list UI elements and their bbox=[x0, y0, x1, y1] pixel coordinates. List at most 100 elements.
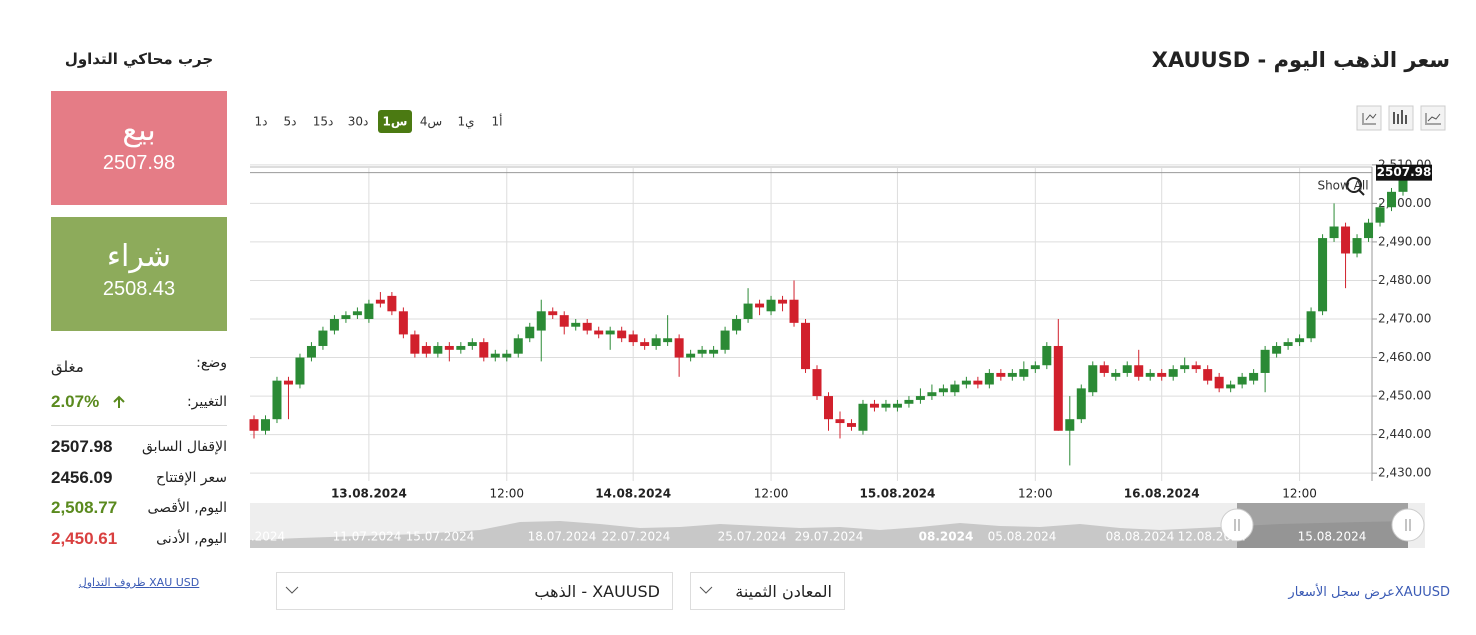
interval-button[interactable]: 5د bbox=[284, 115, 297, 129]
change-label: التغيير: bbox=[186, 394, 227, 410]
icon bbox=[1234, 519, 1411, 531]
chart-type-button[interactable] bbox=[1356, 105, 1382, 131]
navigator-handle[interactable] bbox=[1391, 508, 1425, 542]
y-tick-label: 2,440.00 bbox=[1378, 427, 1431, 441]
navigator-label: 08.08.2024 bbox=[1106, 530, 1175, 544]
chevron bbox=[285, 586, 299, 594]
candle-body bbox=[1099, 365, 1109, 373]
navigator-label: 22.07.2024 bbox=[602, 530, 671, 544]
up-arrow bbox=[113, 395, 125, 408]
interval-selected[interactable] bbox=[378, 110, 412, 133]
candle-body bbox=[950, 384, 960, 393]
y-tick-label: 2,480.00 bbox=[1378, 273, 1431, 287]
instrument-select[interactable]: XAUUSD - الذهب bbox=[276, 572, 673, 610]
status-label: وضع: bbox=[196, 355, 227, 371]
sell-button[interactable]: بيع 2507.98 bbox=[51, 91, 227, 205]
icon bbox=[1393, 110, 1407, 124]
candle-body bbox=[479, 342, 489, 358]
zoom-icon[interactable] bbox=[1346, 177, 1362, 193]
candle-body bbox=[651, 338, 661, 346]
candle-body bbox=[1019, 369, 1029, 377]
candle-body bbox=[1007, 372, 1017, 377]
candle-body bbox=[272, 380, 282, 420]
candle-body bbox=[352, 311, 362, 316]
last-price-label: 2507.98 bbox=[1377, 165, 1432, 179]
candle-body bbox=[1387, 191, 1397, 208]
instrument-text: XAUUSD - الذهب bbox=[534, 582, 660, 601]
navigator-label: 12.08.2024 bbox=[1178, 530, 1247, 544]
candle-body bbox=[490, 353, 500, 358]
interval-button[interactable]: 1أ bbox=[492, 114, 503, 129]
y-tick-label: 2,500.00 bbox=[1378, 196, 1431, 210]
stat-value: 2,508.77 bbox=[51, 498, 118, 517]
interval-button[interactable]: 1س bbox=[383, 115, 408, 129]
stat-label: الإقفال السابق bbox=[141, 439, 227, 455]
icon bbox=[1362, 113, 1377, 125]
interval-button[interactable]: 1ي bbox=[457, 115, 474, 129]
trading-conditions-link[interactable]: XAU USD ظروف التداول bbox=[78, 576, 200, 589]
candle-body bbox=[283, 380, 293, 385]
last-price-box bbox=[1376, 164, 1432, 181]
candle-body bbox=[628, 334, 638, 343]
candle-body bbox=[697, 349, 707, 354]
candle-body bbox=[364, 303, 374, 319]
candle-body bbox=[1076, 388, 1086, 420]
navigator-label: 18.07.2024 bbox=[528, 530, 597, 544]
candle-body bbox=[996, 372, 1006, 377]
status-value: مغلق bbox=[51, 358, 84, 376]
navigator-handle[interactable] bbox=[1220, 508, 1254, 542]
zoom-icon bbox=[1358, 189, 1365, 196]
navigator-selection[interactable] bbox=[1237, 503, 1408, 548]
candle-body bbox=[582, 322, 592, 331]
candle-body bbox=[1237, 376, 1247, 385]
candle-body bbox=[1030, 365, 1040, 370]
candle-body bbox=[1191, 365, 1201, 370]
y-tick-label: 2,490.00 bbox=[1378, 234, 1431, 248]
group-select[interactable]: المعادن الثمينة bbox=[690, 572, 845, 610]
navigator-label: .2024 bbox=[251, 530, 285, 544]
change-row: التغيير: 2.07% bbox=[51, 392, 227, 416]
candle-body bbox=[1157, 372, 1167, 377]
stat-row: سعر الإفتتاح 2456.09 bbox=[51, 468, 227, 492]
candle-body bbox=[892, 403, 902, 408]
navigator-label: 15.07.2024 bbox=[406, 530, 475, 544]
buy-button[interactable]: شراء 2508.43 bbox=[51, 217, 227, 331]
stat-label: سعر الإفتتاح bbox=[156, 469, 227, 486]
change-value: 2.07% bbox=[51, 392, 100, 411]
candle-body bbox=[525, 326, 535, 339]
candle-body bbox=[824, 396, 833, 420]
candle-body bbox=[789, 299, 799, 323]
navigator-label: 08.2024 bbox=[919, 530, 974, 544]
navigator-label: 05.08.2024 bbox=[988, 530, 1057, 544]
candle-body bbox=[536, 311, 546, 331]
candle-body bbox=[387, 295, 397, 312]
stat-value: 2,450.61 bbox=[51, 528, 118, 548]
x-tick-label: 12:00 bbox=[1018, 487, 1053, 501]
x-tick-label: 12:00 bbox=[489, 487, 524, 501]
stat-value: 2507.98 bbox=[51, 437, 113, 456]
candle-body bbox=[915, 396, 925, 400]
candle-body bbox=[444, 345, 454, 350]
navigator-label: 15.08.2024 bbox=[1298, 530, 1367, 544]
navigator-label: 29.07.2024 bbox=[795, 530, 864, 544]
candle-body bbox=[617, 330, 627, 339]
interval-button[interactable]: 30د bbox=[348, 115, 369, 129]
candle-body bbox=[502, 353, 512, 358]
interval-button[interactable]: 4س bbox=[420, 115, 442, 130]
interval-button[interactable]: 15د bbox=[313, 115, 334, 129]
candle-body bbox=[260, 419, 270, 431]
show-all[interactable]: Show All bbox=[1317, 179, 1368, 193]
candle-body bbox=[755, 303, 765, 308]
candle-body bbox=[295, 357, 305, 385]
x-tick-label: 16.08.2024 bbox=[1124, 487, 1200, 501]
candle-body bbox=[674, 338, 684, 358]
interval-button[interactable]: 1د bbox=[255, 115, 268, 129]
history-link[interactable]: XAUUSDعرض سجل الأسعار bbox=[1288, 585, 1450, 600]
candle-body bbox=[904, 399, 914, 404]
candle-body bbox=[1364, 222, 1374, 239]
stat-row: اليوم, الأقصى 2,508.77 bbox=[51, 498, 227, 522]
candle-body bbox=[1341, 226, 1351, 254]
candle-body bbox=[1145, 372, 1155, 377]
candle-body bbox=[548, 311, 558, 316]
